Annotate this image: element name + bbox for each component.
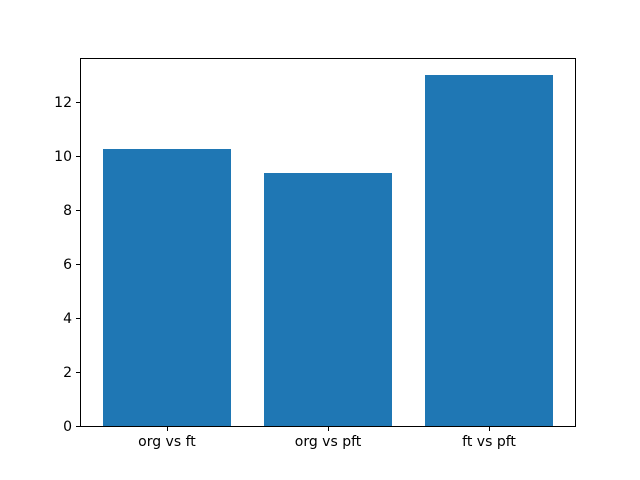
y-tick-label: 0 <box>63 419 72 435</box>
x-tick-mark <box>489 427 491 431</box>
y-tick-label: 6 <box>63 256 72 273</box>
x-tick-label-org-vs-ft: org vs ft <box>138 434 196 450</box>
y-tick-mark <box>76 317 80 319</box>
plot-area <box>80 58 576 427</box>
y-tick-label: 10 <box>54 148 72 165</box>
x-tick-label-org-vs-pft: org vs pft <box>294 434 362 450</box>
y-tick-label: 8 <box>63 202 72 219</box>
y-tick-label: 2 <box>63 364 72 381</box>
bar-org-vs-pft <box>263 173 393 426</box>
bar-org-vs-ft <box>102 148 232 426</box>
y-tick-mark <box>76 101 80 103</box>
y-tick-mark <box>76 155 80 157</box>
x-tick-mark <box>166 427 168 431</box>
y-tick-mark <box>76 371 80 373</box>
y-tick-mark <box>76 426 80 427</box>
x-tick-mark <box>328 427 329 431</box>
y-tick-mark <box>76 209 80 211</box>
x-tick-label-ft-vs-pft: ft vs pft <box>462 434 516 450</box>
bar-ft-vs-pft <box>424 74 554 426</box>
y-tick-mark <box>76 263 80 265</box>
y-tick-label: 4 <box>63 310 72 327</box>
y-tick-label: 12 <box>54 94 72 111</box>
